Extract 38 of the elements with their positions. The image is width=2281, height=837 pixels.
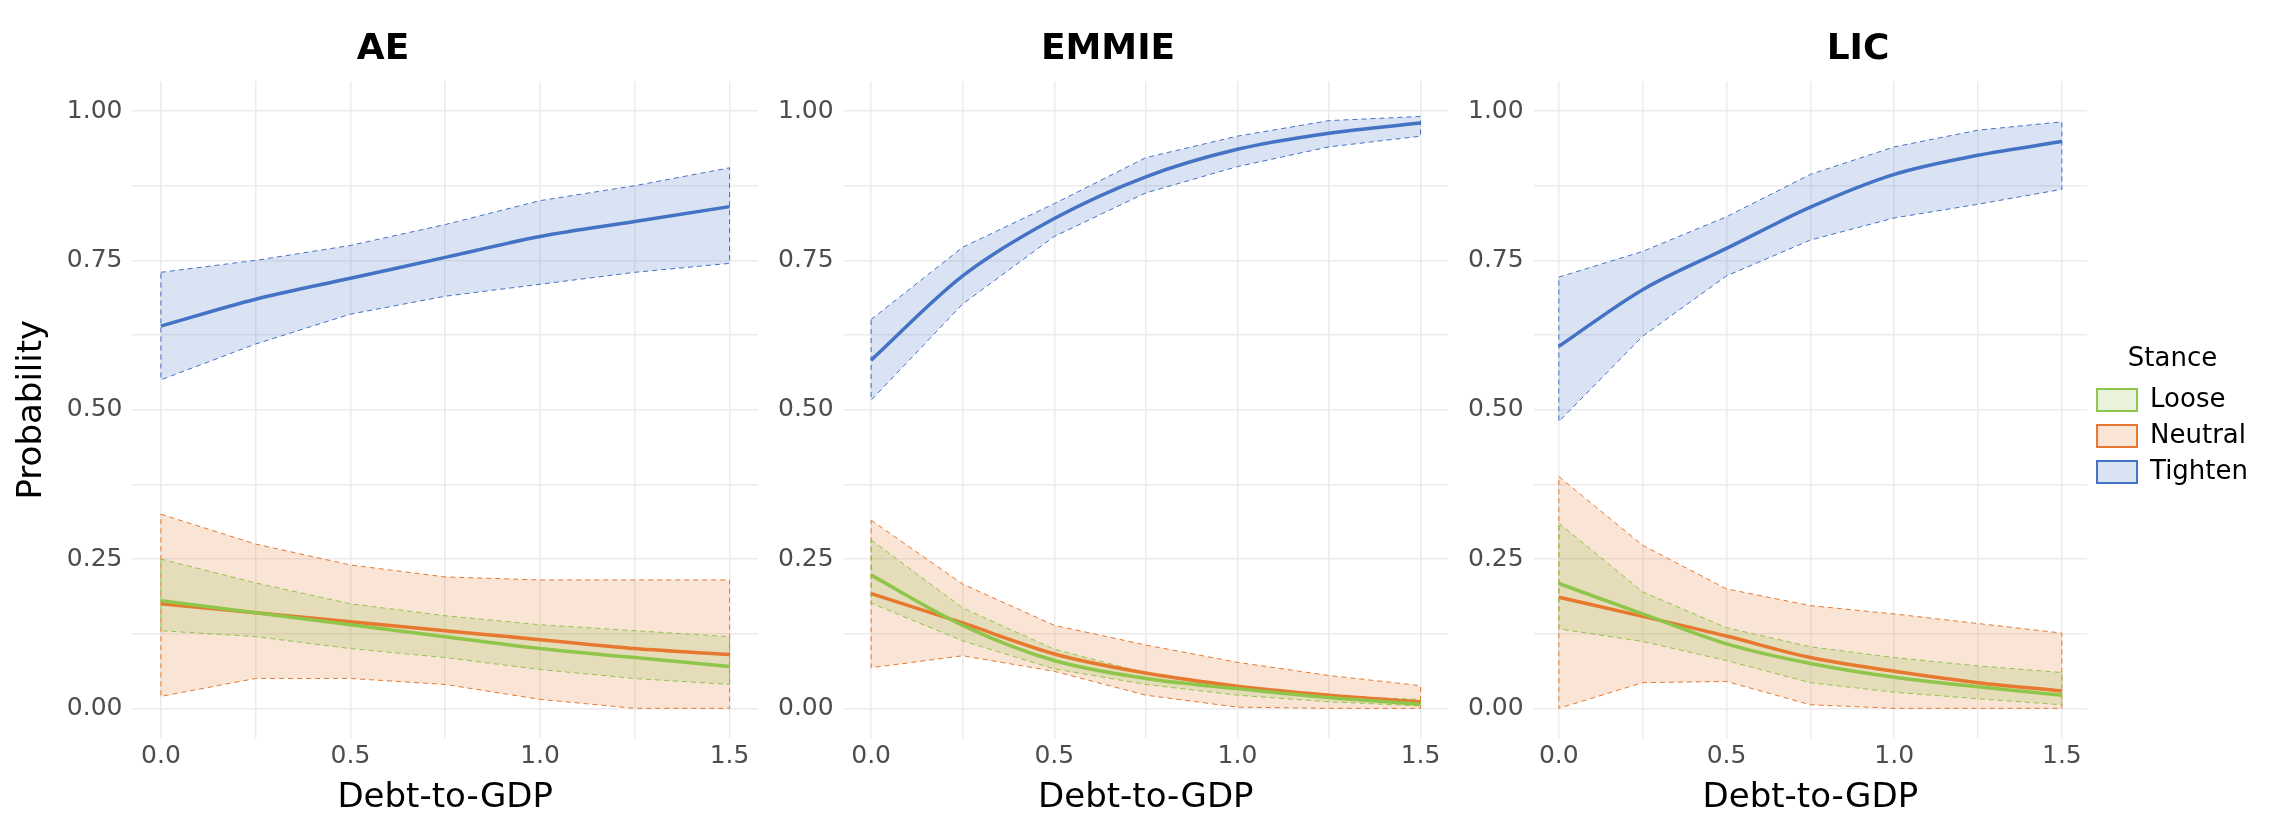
x-axis-title: Debt-to-GDP [1038,775,1254,816]
y-tick-label: 0.00 [777,691,834,721]
x-axis-title: Debt-to-GDP [337,775,554,816]
y-tick-label: 1.00 [66,94,123,124]
x-tick-label: 1.5 [2042,739,2082,769]
x-tick-label: 1.0 [1874,739,1915,769]
y-tick-label: 0.25 [1467,542,1524,572]
x-tick-label: 0.5 [1706,739,1747,769]
x-tick-label: 0.0 [141,739,181,769]
x-axis-title: Debt-to-GDP [1702,775,1919,816]
x-tick-label: 1.0 [520,739,560,769]
y-tick-label: 0.50 [1467,393,1524,423]
y-tick-label: 0.25 [777,542,834,572]
y-tick-label: 1.00 [777,94,834,124]
x-tick-label: 0.5 [330,739,371,769]
chart-title: EMMIE [1040,25,1176,67]
y-tick-label: 0.25 [66,542,123,572]
x-tick-label: 0.0 [851,739,892,769]
legend-label: Neutral [2150,418,2247,449]
legend-title: Stance [2127,341,2218,372]
y-tick-label: 0.75 [66,243,123,273]
y-tick-label: 0.00 [1467,691,1524,721]
legend-label: Loose [2150,382,2226,413]
legend-label: Tighten [2149,454,2249,485]
y-tick-label: 1.00 [1467,94,1524,124]
x-tick-label: 1.5 [709,739,750,769]
y-tick-label: 0.00 [66,691,123,721]
x-tick-label: 1.5 [1400,739,1441,769]
y-tick-label: 0.75 [1467,243,1524,273]
x-tick-label: 1.0 [1217,739,1258,769]
x-tick-label: 0.5 [1034,739,1075,769]
y-tick-label: 0.50 [66,393,123,423]
chart-title: LIC [1826,25,1890,67]
y-tick-label: 0.75 [777,243,834,273]
y-axis-title: Probability [9,319,50,500]
x-tick-label: 0.0 [1538,739,1579,769]
y-tick-label: 0.50 [777,393,834,423]
chart-title: AE [356,25,410,67]
